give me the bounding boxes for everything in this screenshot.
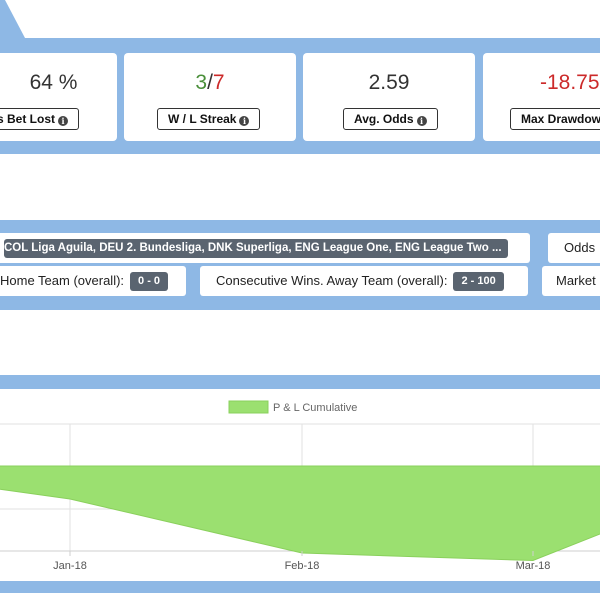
streak-value: 3/7 — [124, 71, 296, 95]
stats-panel: 64 % s Bet Lost i 3/7 W / L Streak i 2.59 … — [0, 40, 600, 154]
streak-wins: 3 — [195, 71, 208, 94]
chart-area: Jan-18 Feb-18 Mar-18 P & L Cumulative — [0, 389, 600, 581]
leagues-filter[interactable]: COL Liga Aguila, DEU 2. Bundesliga, DNK … — [0, 233, 530, 263]
leagues-tag: COL Liga Aguila, DEU 2. Bundesliga, DNK … — [4, 239, 508, 259]
x-axis-ticks: Jan-18 Feb-18 Mar-18 — [53, 551, 550, 572]
chart-area-series — [0, 465, 600, 562]
avg-odds-label-button[interactable]: Avg. Odds i — [343, 108, 438, 130]
x-tick-label: Mar-18 — [516, 560, 551, 572]
home-team-filter[interactable]: Home Team (overall): 0 - 0 — [0, 266, 186, 296]
info-icon[interactable]: i — [239, 116, 250, 126]
away-team-label: Consecutive Wins. Away Team (overall): — [216, 273, 448, 288]
stat-card-avg-odds: 2.59 Avg. Odds i — [303, 53, 475, 141]
odds-filter-label: Odds — [564, 240, 596, 255]
x-tick-label: Jan-18 — [53, 560, 87, 572]
market-filter-label: Market — [556, 273, 596, 288]
home-team-label: Home Team (overall): — [0, 273, 125, 288]
bet-lost-label-button[interactable]: s Bet Lost i — [0, 108, 80, 130]
stat-card-bet-lost: 64 % s Bet Lost i — [0, 53, 117, 141]
max-drawdown-label: Max Drawdow — [521, 112, 600, 126]
chart-legend: P & L Cumulative — [228, 400, 357, 414]
max-drawdown-value: -18.75 — [540, 71, 600, 94]
streak-losses: 7 — [212, 71, 225, 94]
filters-panel: COL Liga Aguila, DEU 2. Bundesliga, DNK … — [0, 220, 600, 310]
home-team-value: 0 - 0 — [130, 272, 169, 292]
away-team-value: 2 - 100 — [453, 272, 504, 292]
info-icon[interactable]: i — [58, 116, 69, 126]
stat-card-streak: 3/7 W / L Streak i — [124, 53, 296, 141]
x-tick-label: Feb-18 — [285, 560, 320, 572]
bet-lost-value: 64 % — [29, 71, 78, 94]
odds-filter[interactable]: Odds — [548, 233, 600, 263]
avg-odds-value: 2.59 — [368, 71, 410, 94]
avg-odds-label: Avg. Odds — [354, 112, 414, 126]
legend-label[interactable]: P & L Cumulative — [273, 402, 357, 414]
away-team-filter[interactable]: Consecutive Wins. Away Team (overall): 2 … — [200, 266, 528, 296]
chart-panel: Jan-18 Feb-18 Mar-18 P & L Cumulative — [0, 375, 600, 593]
streak-label: W / L Streak — [168, 112, 237, 126]
streak-separator: / — [207, 71, 213, 94]
top-tab — [0, 0, 600, 40]
streak-label-button[interactable]: W / L Streak i — [157, 108, 261, 130]
series-area-pl-cumulative — [0, 465, 600, 562]
bet-lost-label: s Bet Lost — [0, 112, 56, 126]
stat-card-max-drawdown: -18.75 Max Drawdow — [483, 53, 600, 141]
info-icon[interactable]: i — [416, 116, 427, 126]
max-drawdown-label-button[interactable]: Max Drawdow — [510, 108, 600, 130]
pl-chart: Jan-18 Feb-18 Mar-18 P & L Cumulative — [0, 400, 600, 572]
market-filter[interactable]: Market — [542, 266, 600, 296]
legend-swatch — [228, 400, 269, 414]
